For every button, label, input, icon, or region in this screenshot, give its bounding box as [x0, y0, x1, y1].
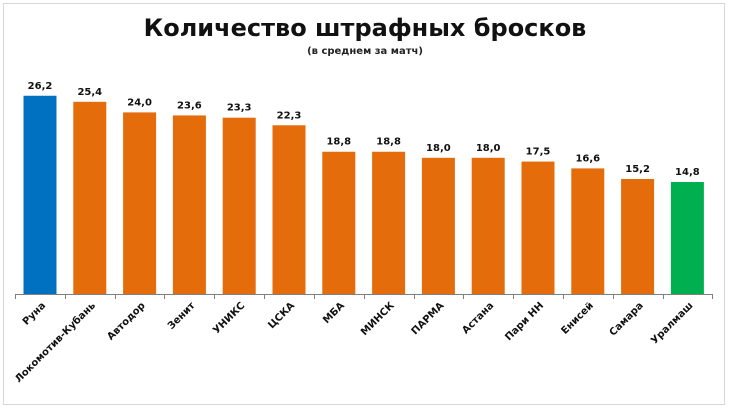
category-label-7: МИНСК — [359, 300, 397, 338]
category-label-2: Автодор — [105, 300, 147, 342]
bar-8 — [421, 157, 455, 294]
category-label-6: МБА — [321, 300, 347, 326]
bar-4 — [222, 117, 256, 295]
data-label-6: 18,8 — [326, 137, 351, 148]
category-label-0: Руна — [21, 300, 48, 327]
data-label-7: 18,8 — [376, 137, 401, 148]
data-label-12: 15,2 — [625, 164, 650, 175]
chart-title: Количество штрафных бросков — [143, 14, 587, 42]
bar-12 — [621, 178, 655, 294]
data-label-3: 23,6 — [177, 100, 202, 111]
data-label-11: 16,6 — [575, 153, 600, 164]
bar-1 — [73, 101, 107, 294]
data-label-2: 24,0 — [127, 97, 152, 108]
data-label-13: 14,8 — [675, 167, 700, 178]
chart-subtitle: (в среднем за матч) — [307, 46, 423, 57]
category-label-3: Зенит — [166, 300, 198, 332]
data-label-1: 25,4 — [77, 87, 102, 98]
bar-9 — [471, 157, 505, 294]
category-label-4: УНИКС — [211, 300, 247, 336]
bar-2 — [123, 112, 157, 295]
data-label-0: 26,2 — [28, 81, 53, 92]
data-label-5: 22,3 — [277, 110, 302, 121]
bar-10 — [521, 161, 555, 294]
category-label-11: Енисей — [560, 300, 596, 336]
bar-6 — [322, 151, 356, 294]
category-label-10: Пари НН — [503, 300, 546, 343]
bar-3 — [172, 115, 206, 294]
data-label-10: 17,5 — [526, 147, 551, 158]
category-label-12: Самара — [608, 300, 646, 338]
bar-5 — [272, 125, 306, 294]
data-label-4: 23,3 — [227, 103, 252, 114]
category-label-1: Локомотив-Кубань — [12, 300, 97, 385]
category-label-5: ЦСКА — [266, 300, 297, 331]
data-label-8: 18,0 — [426, 143, 451, 154]
category-label-9: Астана — [460, 300, 496, 336]
bar-13 — [670, 182, 704, 294]
bar-11 — [571, 168, 605, 294]
data-label-9: 18,0 — [476, 143, 501, 154]
bar-0 — [23, 95, 57, 295]
bar-7 — [372, 151, 406, 294]
category-label-13: Уралмаш — [649, 300, 695, 346]
category-label-8: ПАРМА — [410, 300, 447, 337]
